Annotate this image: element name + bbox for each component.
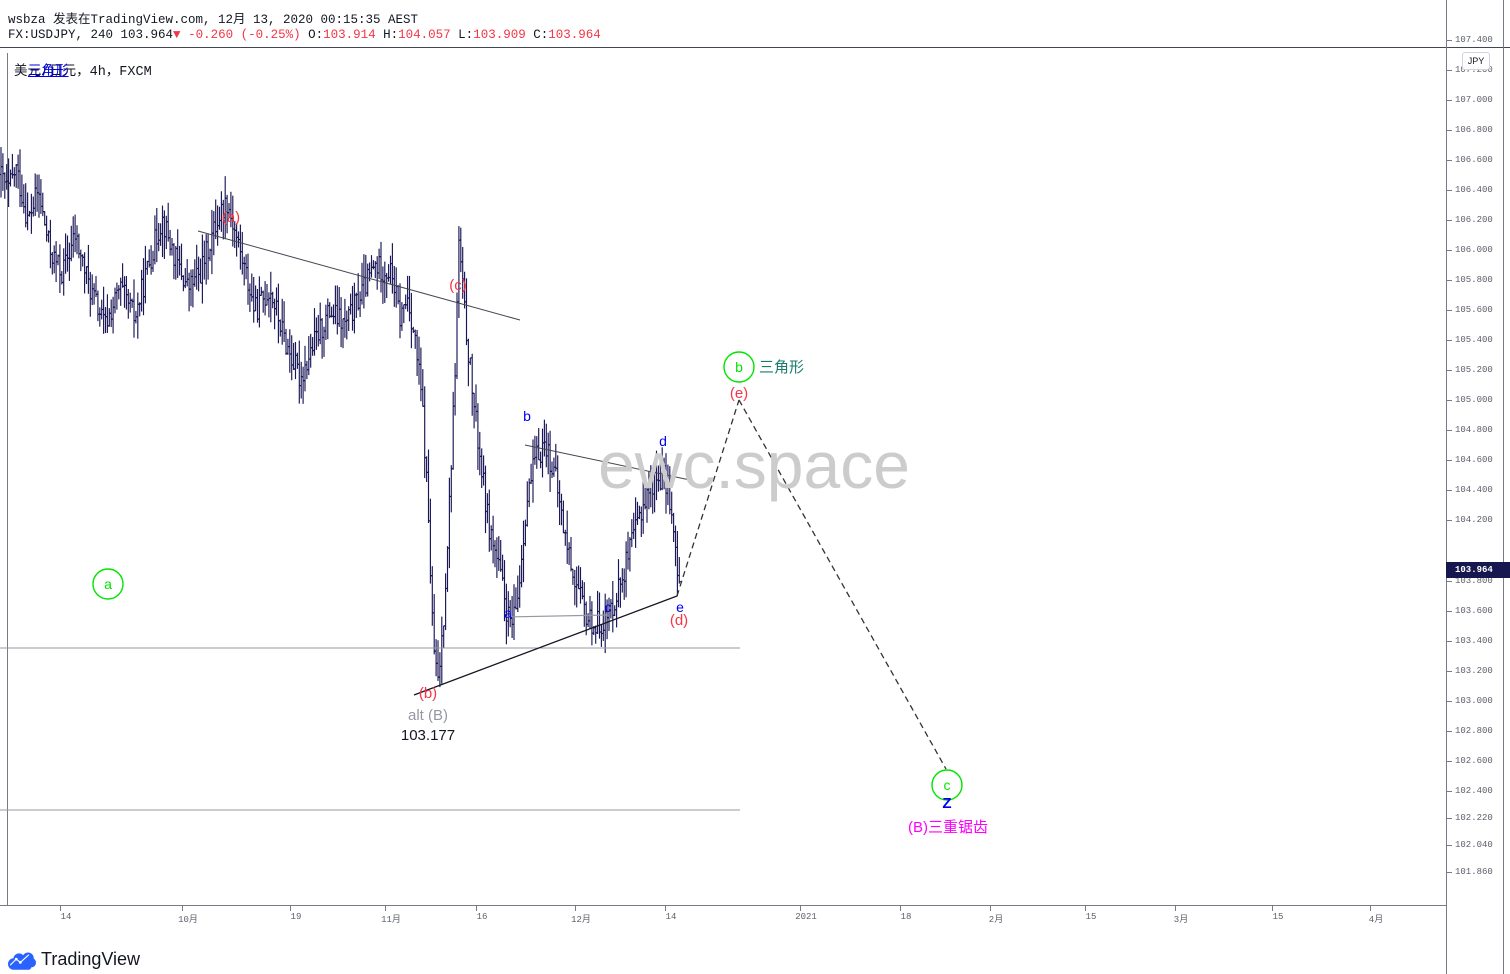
svg-text:(a): (a) [222, 209, 240, 226]
svg-text:三角形: 三角形 [759, 359, 804, 376]
svg-text:Z: Z [942, 795, 951, 812]
svg-text:b: b [735, 359, 743, 375]
svg-text:a: a [104, 576, 112, 592]
svg-text:(b): (b) [419, 685, 437, 702]
svg-text:(B)三重锯齿: (B)三重锯齿 [908, 819, 988, 836]
svg-text:103.177: 103.177 [401, 727, 455, 744]
svg-text:a: a [504, 605, 512, 621]
svg-text:(e): (e) [730, 385, 748, 402]
svg-text:(c): (c) [449, 277, 467, 294]
svg-text:c: c [944, 777, 951, 793]
svg-text:b: b [523, 408, 531, 424]
svg-text:ewc.space: ewc.space [598, 428, 910, 502]
svg-text:c: c [605, 599, 612, 615]
svg-text:e: e [676, 599, 684, 615]
svg-text:alt (B): alt (B) [408, 707, 448, 724]
